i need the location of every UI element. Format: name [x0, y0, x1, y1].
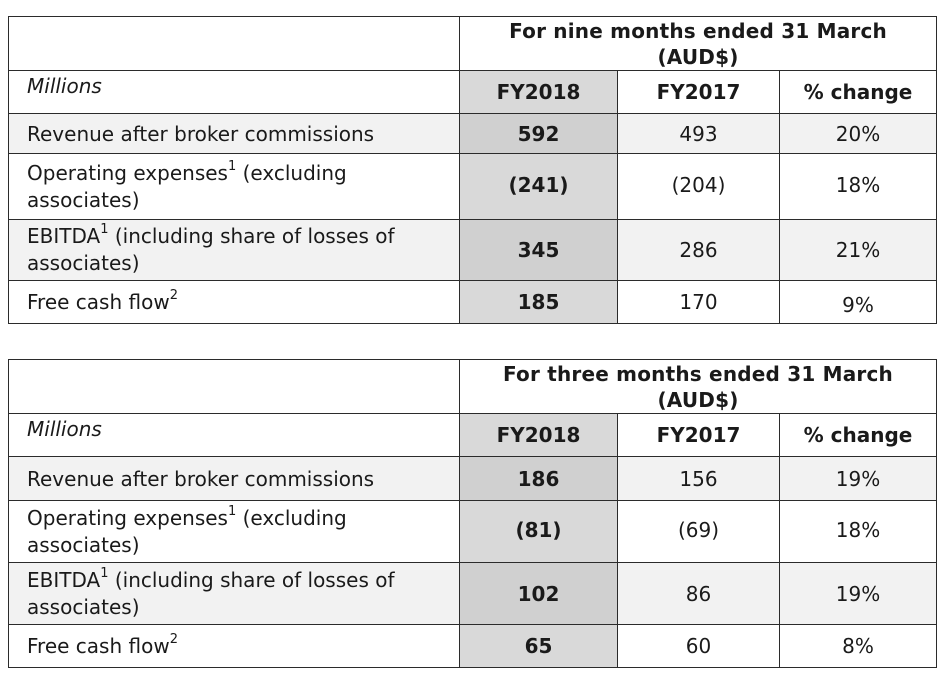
change-value: 20% [780, 114, 937, 154]
fy2018-value: (241) [460, 154, 618, 220]
fy2017-value: 156 [618, 457, 780, 501]
footnote-marker: 2 [170, 288, 178, 303]
change-value: 19% [780, 457, 937, 501]
empty-corner-cell [9, 17, 460, 71]
row-label-text: EBITDA [27, 568, 100, 592]
period-line-1: For nine months ended 31 March [460, 18, 936, 44]
change-value: 19% [780, 563, 937, 625]
change-value: 18% [780, 501, 937, 563]
table-row: Revenue after broker commissions 592 493… [9, 114, 937, 154]
nine-months-table: For nine months ended 31 March (AUD$) Mi… [8, 16, 937, 324]
footnote-marker: 1 [100, 222, 108, 237]
period-line-2: (AUD$) [460, 44, 936, 70]
footnote-marker: 1 [100, 566, 108, 581]
column-header-row: Millions FY2018 FY2017 % change [9, 71, 937, 114]
fy2017-value: 286 [618, 220, 780, 281]
row-label-suffix: (including share of losses of [108, 568, 394, 592]
table-row: Free cash flow2 65 60 8% [9, 625, 937, 668]
table-row: Operating expenses1 (excluding associate… [9, 501, 937, 563]
period-header-row: For three months ended 31 March (AUD$) [9, 360, 937, 414]
column-header-fy2018: FY2018 [460, 414, 618, 457]
fy2018-value: 185 [460, 281, 618, 324]
row-label-line-2: associates) [27, 533, 140, 557]
row-label: Revenue after broker commissions [9, 114, 460, 154]
column-header-row: Millions FY2018 FY2017 % change [9, 414, 937, 457]
footnote-marker: 1 [228, 504, 236, 519]
column-header-fy2017: FY2017 [618, 71, 780, 114]
row-label-text: Free cash flow [27, 634, 170, 658]
row-label-suffix: (excluding [236, 161, 346, 185]
change-value: 21% [780, 220, 937, 281]
units-label: Millions [9, 71, 460, 114]
fy2018-value: 65 [460, 625, 618, 668]
units-label: Millions [9, 414, 460, 457]
fy2018-value: 592 [460, 114, 618, 154]
table-row: EBITDA1 (including share of losses of as… [9, 563, 937, 625]
row-label-text: Free cash flow [27, 290, 170, 314]
row-label-text: EBITDA [27, 224, 100, 248]
period-line-1: For three months ended 31 March [460, 361, 936, 387]
row-label: EBITDA1 (including share of losses of as… [9, 220, 460, 281]
fy2017-value: 493 [618, 114, 780, 154]
fy2017-value: (69) [618, 501, 780, 563]
fy2018-value: (81) [460, 501, 618, 563]
column-header-fy2017: FY2017 [618, 414, 780, 457]
row-label-line-2: associates) [27, 251, 140, 275]
column-header-fy2018: FY2018 [460, 71, 618, 114]
change-value: 18% [780, 154, 937, 220]
table-row: Free cash flow2 185 170 9% [9, 281, 937, 324]
fy2018-value: 186 [460, 457, 618, 501]
row-label-text: Revenue after broker commissions [27, 122, 374, 146]
column-header-change: % change [780, 414, 937, 457]
row-label: Operating expenses1 (excluding associate… [9, 154, 460, 220]
footnote-marker: 1 [228, 159, 236, 174]
row-label: Free cash flow2 [9, 625, 460, 668]
row-label-line-2: associates) [27, 188, 140, 212]
fy2017-value: 170 [618, 281, 780, 324]
table-row: Operating expenses1 (excluding associate… [9, 154, 937, 220]
row-label: Revenue after broker commissions [9, 457, 460, 501]
row-label-text: Operating expenses [27, 161, 228, 185]
row-label-suffix: (excluding [236, 506, 346, 530]
fy2017-value: (204) [618, 154, 780, 220]
period-header-row: For nine months ended 31 March (AUD$) [9, 17, 937, 71]
period-header: For nine months ended 31 March (AUD$) [460, 17, 937, 71]
period-header: For three months ended 31 March (AUD$) [460, 360, 937, 414]
change-value: 8% [780, 625, 937, 668]
three-months-table: For three months ended 31 March (AUD$) M… [8, 359, 937, 668]
row-label: EBITDA1 (including share of losses of as… [9, 563, 460, 625]
fy2018-value: 345 [460, 220, 618, 281]
row-label-text: Revenue after broker commissions [27, 467, 374, 491]
empty-corner-cell [9, 360, 460, 414]
footnote-marker: 2 [170, 632, 178, 647]
table-row: Revenue after broker commissions 186 156… [9, 457, 937, 501]
column-header-change: % change [780, 71, 937, 114]
row-label-line-2: associates) [27, 595, 140, 619]
fy2017-value: 86 [618, 563, 780, 625]
fy2018-value: 102 [460, 563, 618, 625]
row-label: Free cash flow2 [9, 281, 460, 324]
table-row: EBITDA1 (including share of losses of as… [9, 220, 937, 281]
row-label: Operating expenses1 (excluding associate… [9, 501, 460, 563]
period-line-2: (AUD$) [460, 387, 936, 413]
change-value: 9% [780, 281, 937, 324]
row-label-text: Operating expenses [27, 506, 228, 530]
row-label-suffix: (including share of losses of [108, 224, 394, 248]
fy2017-value: 60 [618, 625, 780, 668]
